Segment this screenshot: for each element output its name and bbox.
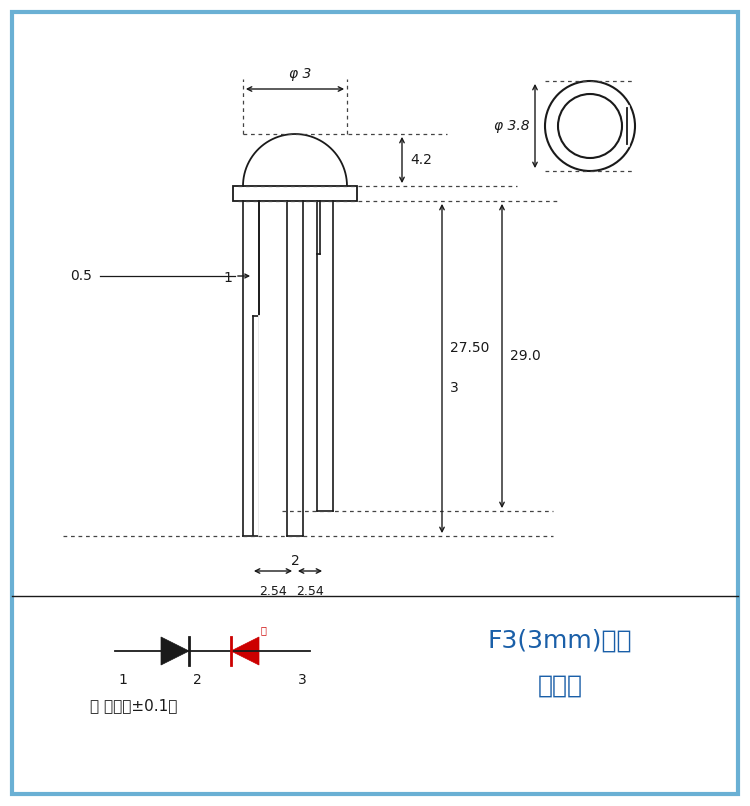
Text: 1: 1 (224, 272, 232, 285)
Text: 误 差：（±0.1）: 误 差：（±0.1） (90, 699, 177, 713)
Text: 3: 3 (298, 673, 306, 687)
Text: 4.2: 4.2 (410, 153, 432, 167)
Text: 1: 1 (118, 673, 128, 687)
Text: 0.5: 0.5 (70, 269, 92, 283)
Text: 规格图: 规格图 (538, 674, 583, 698)
Text: F3(3mm)双色: F3(3mm)双色 (488, 629, 632, 653)
Polygon shape (231, 637, 259, 665)
Text: 27.50: 27.50 (450, 342, 489, 355)
Text: 2.54: 2.54 (296, 585, 324, 598)
Text: 2.54: 2.54 (260, 585, 286, 598)
Text: φ 3.8: φ 3.8 (494, 119, 530, 133)
Bar (233, 186, 357, 201)
Text: 29.0: 29.0 (510, 349, 541, 363)
Text: 2: 2 (193, 673, 201, 687)
Text: 红: 红 (261, 625, 267, 635)
Polygon shape (161, 637, 189, 665)
Text: φ 3: φ 3 (289, 67, 311, 81)
Text: 3: 3 (450, 381, 459, 396)
Text: 2: 2 (291, 554, 299, 568)
